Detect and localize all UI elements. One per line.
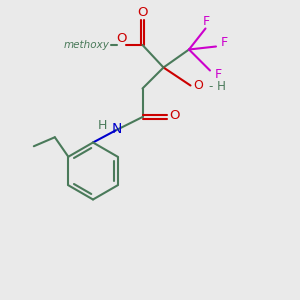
Text: O: O [116,32,127,45]
Text: N: N [112,122,122,136]
Text: F: F [215,68,222,81]
Text: H: H [98,118,108,132]
Text: - H: - H [209,80,226,94]
Text: F: F [202,15,210,28]
Text: O: O [169,109,179,122]
Text: O: O [193,79,203,92]
Text: O: O [137,6,148,20]
Text: F: F [221,36,228,50]
Text: methoxy: methoxy [64,40,110,50]
